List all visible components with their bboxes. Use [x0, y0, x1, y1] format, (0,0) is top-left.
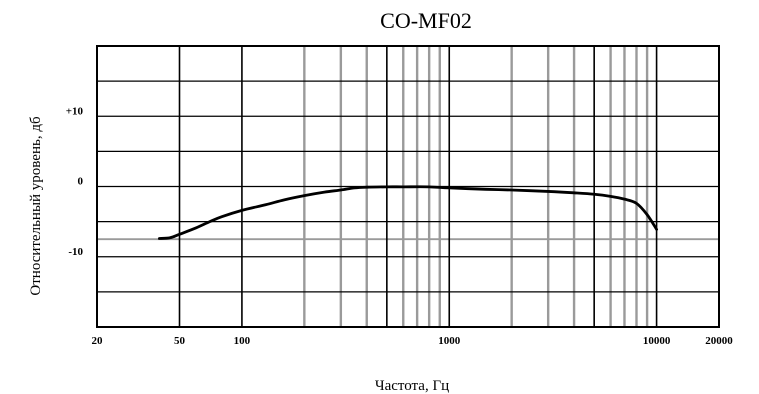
plot-frame: [96, 45, 720, 328]
x-axis-label: Частота, Гц: [375, 378, 449, 394]
x-tick-label: 1000: [438, 335, 461, 347]
chart-title: CO-MF02: [380, 8, 472, 33]
x-tick-label: 20000: [705, 335, 733, 347]
x-tick-label: 20: [92, 335, 104, 347]
tick-labels: 20 50 100 1000 10000 20000 +10 0 -10: [66, 105, 734, 347]
x-tick-label: 50: [174, 335, 186, 347]
y-tick-label: +10: [66, 105, 84, 117]
y-axis-label: Относительный уровень, дб: [28, 116, 44, 296]
x-tick-label: 10000: [643, 335, 671, 347]
series-layer: [158, 185, 658, 240]
y-tick-label: 0: [78, 176, 84, 188]
x-tick-label: 100: [234, 335, 251, 347]
y-tick-label: -10: [68, 246, 83, 258]
series-line-0: [158, 185, 658, 240]
